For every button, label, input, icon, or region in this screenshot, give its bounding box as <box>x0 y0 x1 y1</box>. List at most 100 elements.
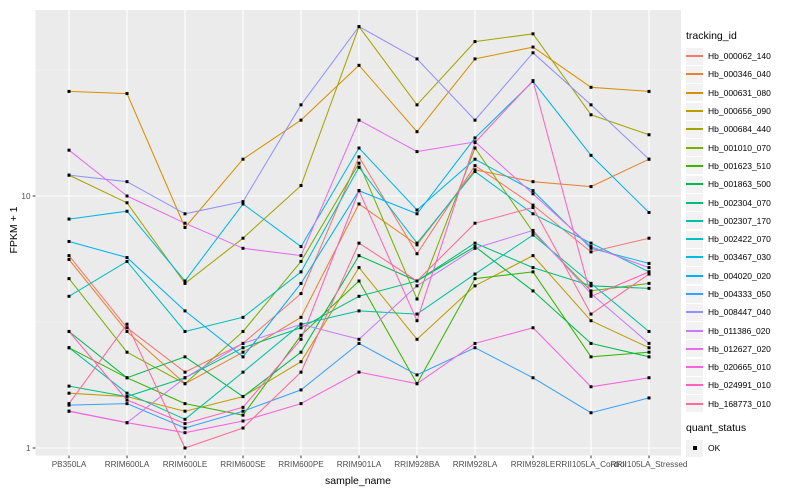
y-tick-label: 10 <box>21 192 31 201</box>
data-point <box>589 319 593 323</box>
data-point <box>357 309 361 313</box>
data-point <box>299 350 303 354</box>
legend-entry-label: Hb_002422_070 <box>708 234 771 245</box>
legend-line-swatch-icon <box>686 120 703 138</box>
quant-status-section: quant_status OK <box>686 422 798 457</box>
data-point <box>299 254 303 258</box>
legend-line-swatch-icon <box>686 175 703 193</box>
data-point <box>589 250 593 254</box>
data-point <box>67 294 71 298</box>
legend-line-swatch-icon <box>686 47 703 65</box>
legend-entry: Hb_001623_510 <box>686 157 798 175</box>
data-point <box>531 230 535 234</box>
data-point <box>647 272 651 276</box>
data-point <box>589 411 593 415</box>
data-point <box>299 245 303 249</box>
legend-title-quant-status: quant_status <box>686 421 747 434</box>
data-point <box>299 184 303 188</box>
data-point <box>647 346 651 350</box>
data-point <box>125 329 129 333</box>
legend-entry-label: Hb_004333_050 <box>708 289 771 299</box>
legend-entry-label: Hb_008447_040 <box>708 307 771 318</box>
data-point <box>183 376 187 380</box>
data-point <box>473 146 477 150</box>
legend-line-swatch-icon <box>686 358 703 376</box>
legend-entry-label: Hb_024991_010 <box>708 380 771 391</box>
data-point <box>589 281 593 285</box>
data-point <box>473 341 477 345</box>
legend-entry-label: Hb_168773_010 <box>708 398 771 409</box>
legend: tracking_id Hb_000062_140 Hb_000346_040 Hb… <box>686 30 798 457</box>
data-point <box>67 173 71 177</box>
data-point <box>125 201 129 205</box>
legend-entry: Hb_000631_080 <box>686 84 798 102</box>
data-point <box>241 409 245 413</box>
data-point <box>473 164 477 168</box>
x-tick-label: RRII105LA_Stressed <box>611 460 688 469</box>
data-point <box>357 254 361 258</box>
data-point <box>473 170 477 174</box>
data-point <box>473 284 477 288</box>
data-point <box>415 284 419 288</box>
data-point <box>241 246 245 250</box>
data-point <box>531 254 535 258</box>
data-point <box>473 245 477 249</box>
data-point <box>183 225 187 229</box>
data-point <box>183 409 187 413</box>
data-point <box>589 355 593 359</box>
data-point <box>473 40 477 44</box>
data-point <box>531 206 535 210</box>
data-point <box>415 297 419 301</box>
data-point <box>67 239 71 243</box>
data-point <box>67 346 71 350</box>
data-point <box>531 203 535 207</box>
data-point <box>299 322 303 326</box>
legend-entry-label: Hb_000631_080 <box>708 87 771 98</box>
data-point <box>125 395 129 399</box>
legend-entry: Hb_001863_500 <box>686 175 798 193</box>
legend-entry-label: Hb_001863_500 <box>708 179 771 190</box>
data-point <box>241 355 245 359</box>
legend-entry-ok: OK <box>686 439 798 457</box>
data-point <box>647 376 651 380</box>
legend-entry-label: Hb_003467_030 <box>708 252 771 263</box>
data-point <box>415 208 419 212</box>
data-point <box>125 194 129 198</box>
data-point <box>357 165 361 169</box>
legend-entry: Hb_024991_010 <box>686 376 798 394</box>
data-point <box>647 211 651 215</box>
data-point <box>357 118 361 122</box>
data-point <box>531 32 535 36</box>
legend-entry-label: Hb_001010_070 <box>708 142 771 153</box>
data-point <box>125 326 129 330</box>
data-point <box>67 329 71 333</box>
data-point <box>183 309 187 313</box>
data-point <box>473 136 477 140</box>
x-axis-title: sample_name <box>325 475 391 487</box>
data-point <box>589 103 593 107</box>
data-point <box>357 146 361 150</box>
data-point <box>183 370 187 374</box>
legend-line-swatch-icon <box>686 303 703 321</box>
legend-line-swatch-icon <box>686 102 703 120</box>
data-point <box>357 202 361 206</box>
data-point <box>589 245 593 249</box>
ok-square-marker-icon <box>686 439 703 457</box>
data-point <box>183 221 187 225</box>
data-point <box>125 256 129 260</box>
data-point <box>589 292 593 296</box>
data-point <box>299 281 303 285</box>
data-point <box>415 252 419 256</box>
data-point <box>299 103 303 107</box>
data-point <box>589 153 593 157</box>
data-point <box>415 150 419 154</box>
data-point <box>183 279 187 283</box>
x-tick-label: PB350LA <box>52 460 87 469</box>
data-point <box>647 350 651 354</box>
x-tick-label: RRIM600SE <box>220 460 266 469</box>
data-point <box>67 277 71 281</box>
data-point <box>589 113 593 117</box>
data-point <box>241 202 245 206</box>
data-point <box>183 355 187 359</box>
